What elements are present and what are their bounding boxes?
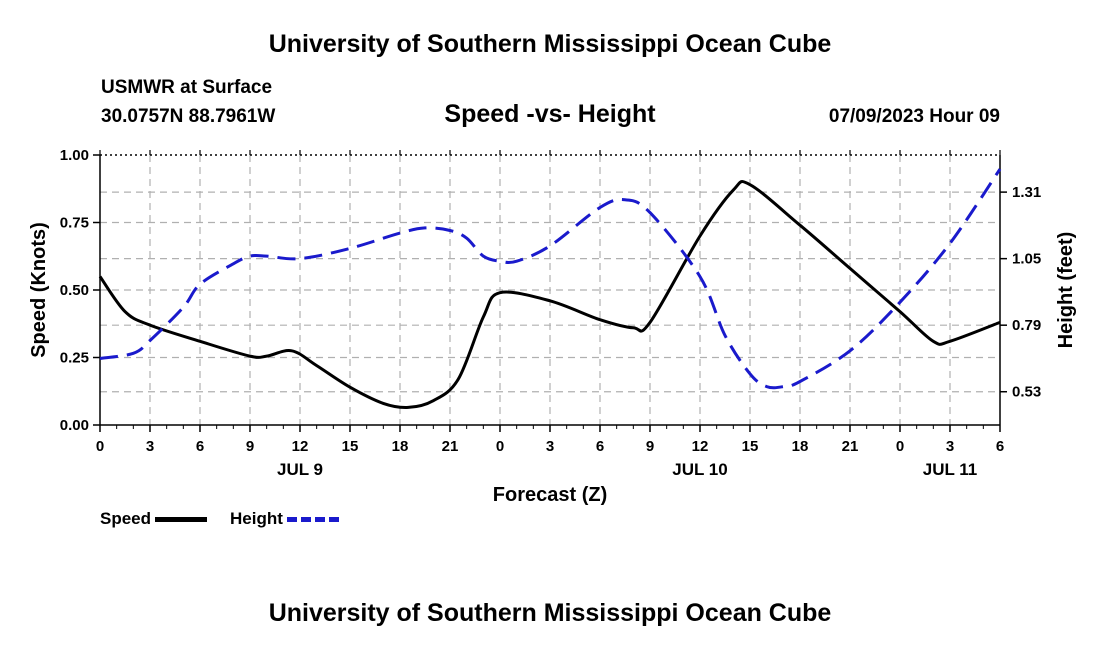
series-layer	[98, 168, 1002, 410]
x-tick-label: 21	[442, 438, 459, 455]
day-label: JUL 11	[923, 460, 978, 479]
series-speed-line	[98, 180, 1001, 410]
y-tick-label: 1.00	[60, 147, 89, 164]
grid-layer	[100, 155, 1000, 425]
page-title: University of Southern Mississippi Ocean…	[268, 30, 832, 58]
x-tick-label: 6	[996, 438, 1004, 455]
x-tick-label: 0	[496, 438, 504, 455]
y2-axis-label: Height (feet)	[1055, 232, 1077, 349]
x-tick-label: 6	[596, 438, 604, 455]
legend-speed: Speed	[100, 509, 208, 529]
x-tick-label: 21	[842, 438, 859, 455]
series-height-line	[99, 168, 1002, 390]
station-label: USMWR at Surface	[101, 77, 273, 98]
x-tick-label: 12	[692, 438, 709, 455]
x-tick-label: 12	[292, 438, 309, 455]
y-tick-label: 0.50	[60, 282, 89, 299]
day-label: JUL 9	[277, 460, 323, 479]
x-tick-label: 0	[896, 438, 904, 455]
x-tick-label: 18	[792, 438, 809, 455]
y2-tick-label: 0.79	[1012, 317, 1041, 334]
x-tick-label: 9	[246, 438, 254, 455]
legend-speed-label: Speed	[100, 509, 152, 528]
forecast-datetime: 07/09/2023 Hour 09	[828, 106, 1000, 127]
day-label: JUL 10	[672, 460, 727, 479]
y2-tick-label: 1.05	[1012, 251, 1041, 268]
footer-title: University of Southern Mississippi Ocean…	[268, 599, 832, 627]
y2-tick-label: 0.53	[1012, 384, 1041, 401]
y2-tick-label: 1.31	[1012, 184, 1041, 201]
y-tick-label: 0.25	[60, 350, 89, 367]
labels-layer: 0 3 6 9 12 15 18 21 0 3 6 9 12 15 18 21 0 3 6 JUL 9 JUL 10 JU…	[60, 147, 1041, 479]
chart-subtitle: Speed -vs- Height	[444, 100, 656, 128]
x-tick-label: 3	[946, 438, 954, 455]
x-tick-label: 15	[342, 438, 359, 455]
x-tick-label: 9	[646, 438, 654, 455]
x-tick-label: 18	[392, 438, 409, 455]
x-tick-label: 3	[546, 438, 554, 455]
station-coordinates: 30.0757N 88.7961W	[101, 106, 276, 127]
x-axis-label: Forecast (Z)	[493, 484, 607, 506]
legend-height-label: Height	[230, 509, 283, 528]
legend-height: Height	[230, 509, 339, 529]
y-tick-label: 0.75	[60, 215, 89, 232]
x-tick-label: 3	[146, 438, 154, 455]
axes-layer	[93, 150, 1007, 432]
legend-height-swatch	[286, 516, 339, 522]
x-tick-label: 6	[196, 438, 204, 455]
y-axis-label: Speed (Knots)	[28, 222, 50, 358]
legend-speed-swatch	[155, 516, 208, 522]
y-tick-label: 0.00	[60, 417, 89, 434]
x-tick-label: 0	[96, 438, 104, 455]
x-tick-label: 15	[742, 438, 759, 455]
